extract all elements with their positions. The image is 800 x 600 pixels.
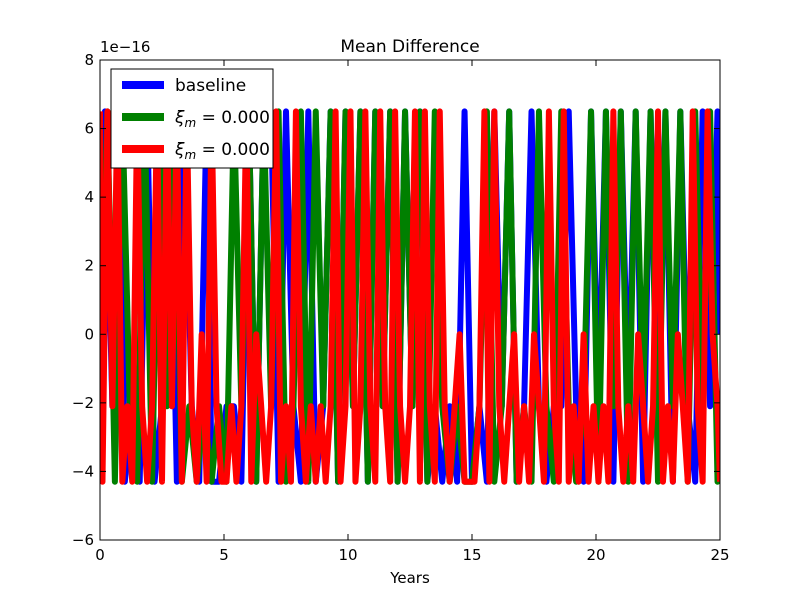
y-tick-label: 2 [84,257,94,275]
plot-frame [99,59,721,541]
y-axis-offset-text: 1e−16 [100,38,150,56]
x-tick-label: 0 [95,546,105,564]
legend-label-red-subscript: m [184,148,196,162]
x-tick-label: 10 [338,546,357,564]
y-axis-ticks: −6 −4 −2 0 2 4 6 8 [72,51,720,549]
legend-label-green: ξm = 0.000 [174,108,270,130]
y-tick-label: 6 [84,120,94,138]
x-axis-label: Years [389,569,430,587]
legend-label-green-symbol: ξ [174,108,185,128]
legend-label-green-value: = 0.000 [196,108,270,128]
legend-label-green-subscript: m [184,116,196,130]
series-line-3 [100,108,720,485]
x-tick-label: 5 [219,546,229,564]
legend: baseline ξm = 0.000 ξm = 0.000 [110,68,274,169]
legend-label-baseline: baseline [175,76,246,96]
series-layer [100,108,720,485]
y-tick-label: 8 [84,51,94,69]
chart-title: Mean Difference [340,37,479,57]
y-tick-label: 4 [84,188,94,206]
x-tick-label: 15 [462,546,481,564]
y-tick-label: 0 [84,325,94,343]
y-tick-label: −2 [72,394,94,412]
x-axis-ticks: 0 5 10 15 20 25 [95,60,730,564]
y-tick-label: −4 [72,462,94,480]
x-tick-label: 20 [586,546,605,564]
y-tick-label: −6 [72,531,94,549]
legend-label-red: ξm = 0.000 [174,140,270,162]
x-tick-label: 25 [710,546,729,564]
legend-label-red-value: = 0.000 [196,140,270,160]
legend-label-red-symbol: ξ [174,140,185,160]
